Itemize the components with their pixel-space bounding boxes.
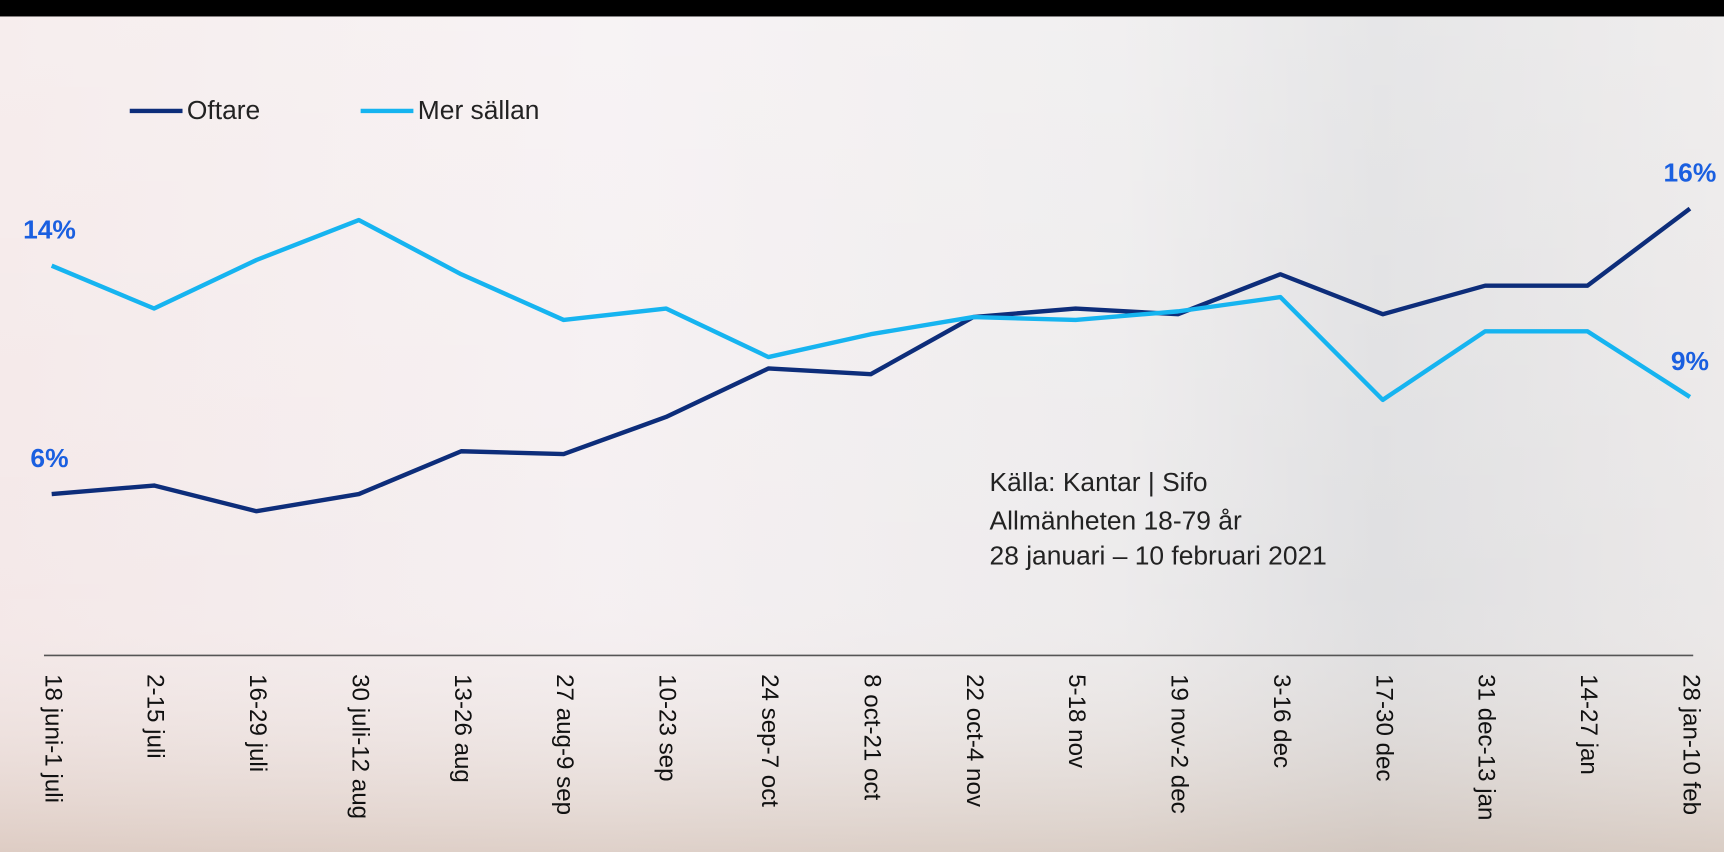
x-tick-label: 24 sep-7 oct [756, 674, 783, 807]
x-tick-label: 19 nov-2 dec [1166, 674, 1193, 814]
x-tick-label: 13-26 aug [449, 674, 476, 783]
x-tick-label: 14-27 jan [1575, 674, 1602, 775]
legend-label: Mer sällan [418, 95, 540, 125]
x-tick-label: 5-18 nov [1063, 674, 1090, 768]
x-tick-label: 10-23 sep [654, 674, 681, 781]
data-label: 14% [23, 215, 76, 245]
top-bar [0, 0, 1724, 17]
x-tick-label: 2-15 juli [142, 674, 169, 759]
x-tick-label: 22 oct-4 nov [961, 674, 988, 807]
x-tick-label: 3-16 dec [1268, 674, 1295, 768]
x-tick-label: 17-30 dec [1370, 674, 1397, 781]
annotation: 28 januari – 10 februari 2021 [990, 541, 1327, 571]
annotation: Allmänheten 18-79 år [990, 506, 1242, 536]
series-line [50, 217, 1692, 403]
data-label: 6% [30, 443, 68, 473]
x-tick-label: 8 oct-21 oct [858, 674, 885, 800]
x-tick-label: 31 dec-13 jan [1473, 674, 1500, 820]
x-tick-label: 28 jan-10 feb [1678, 674, 1705, 815]
data-label: 16% [1664, 158, 1717, 188]
x-tick-label: 27 aug-9 sep [551, 674, 578, 815]
data-label: 9% [1671, 346, 1709, 376]
x-tick-label: 18 juni-1 juli [39, 674, 66, 803]
x-tick-label: 30 juli-12 aug [346, 674, 373, 819]
series-line [51, 206, 1692, 514]
x-tick-label: 16-29 juli [244, 674, 271, 772]
annotation: Källa: Kantar | Sifo [990, 467, 1208, 497]
legend-label: Oftare [187, 95, 260, 125]
